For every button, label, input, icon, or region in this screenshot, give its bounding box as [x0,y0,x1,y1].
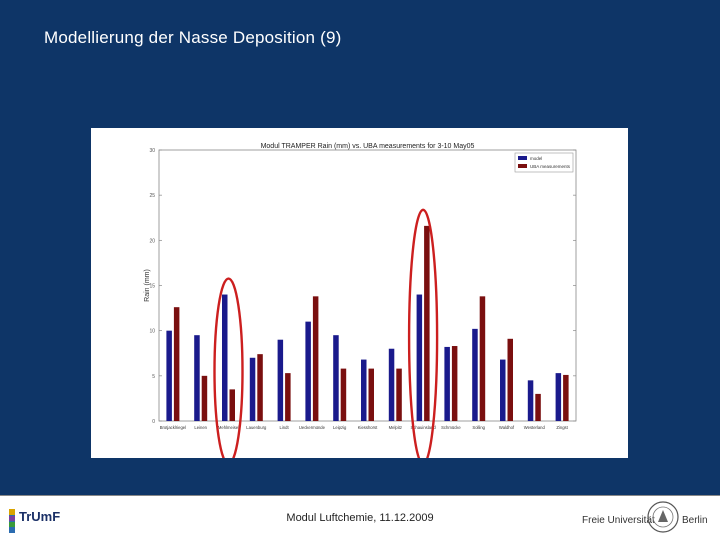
footer-divider [0,495,720,496]
footer: TrUmF Modul Luftchemie, 11.12.2009 Freie… [0,495,720,540]
bar-model [361,359,367,421]
bar-model [194,335,200,421]
fu-berlin-logo: Freie Universität Berlin [578,499,714,535]
bar-uba [535,393,541,421]
y-tick-label: 30 [149,148,155,154]
bar-model [222,294,228,421]
bar-model [416,294,423,421]
x-tick-label: Leipzig [333,425,347,430]
slide-background: Modellierung der Nasse Deposition (9) Mo… [0,0,720,495]
x-tick-label: Kiesshorst [358,425,378,430]
bar-uba [424,225,430,421]
x-tick-label: Leinen [194,425,207,430]
x-tick-label: Mehlmeisel [218,425,239,430]
bar-uba [563,374,569,421]
bar-uba [201,375,208,421]
bar-uba [451,346,458,421]
bar-model [166,330,172,421]
x-tick-label: Waldhof [499,425,515,430]
trumf-logo: TrUmF [6,499,88,535]
y-tick-label: 10 [149,329,155,335]
x-tick-label: Solling [472,425,485,430]
bar-uba [340,368,347,421]
legend-swatch [518,164,527,168]
footer-text: Modul Luftchemie, 11.12.2009 [286,512,434,524]
legend-swatch [518,156,527,160]
bar-model [555,373,562,421]
legend-label: UBA measurements [530,164,571,169]
slide-title: Modellierung der Nasse Deposition (9) [44,28,342,47]
chart-figure: Modul TRAMPER Rain (mm) vs. UBA measurem… [91,128,628,458]
university-seal-icon [647,501,679,533]
bar-model [249,357,256,421]
plot-area-frame [158,149,577,422]
x-tick-label: Schauinsland [411,425,437,430]
bar-model [305,321,311,421]
y-tick-label: 20 [149,238,155,244]
x-tick-label: Ueckermünde [299,425,326,430]
bar-model [472,328,478,421]
bar-chart: Modul TRAMPER Rain (mm) vs. UBA measurem… [144,143,577,458]
bar-model [500,359,506,421]
bar-uba [229,389,235,421]
x-tick-label: Westerland [524,425,546,430]
bar-uba [507,338,513,421]
bar-uba [312,296,319,421]
bar-uba [173,307,180,421]
y-tick-label: 15 [149,284,155,290]
bar-model [277,339,284,421]
y-tick-label: 25 [149,193,155,199]
trumf-logo-text: TrUmF [19,509,60,524]
legend-label: model [530,156,542,161]
bar-uba [396,368,402,421]
highlight-ellipse [213,277,244,458]
x-tick-label: Lauenburg [246,425,267,430]
bar-uba [257,354,263,421]
x-tick-label: Zingst [556,425,568,430]
x-tick-label: Lindt [280,425,290,430]
fu-logo-text-right: Berlin [682,515,708,526]
bar-model [527,380,534,421]
bar-uba [368,368,374,421]
bar-model [333,335,339,421]
x-tick-label: Schmücke [441,425,461,430]
x-tick-label: Brotjacklriegel [160,425,186,430]
highlight-ellipse [407,208,439,458]
bar-model [444,346,450,421]
bar-model [388,348,395,421]
y-tick-label: 0 [152,419,155,425]
legend-box [514,152,574,173]
fu-logo-text-left: Freie Universität [582,515,655,526]
chart-title: Modul TRAMPER Rain (mm) vs. UBA measurem… [261,143,475,150]
x-tick-label: Melpitz [389,425,402,430]
bar-uba [285,373,291,421]
bar-uba [479,296,486,421]
y-tick-label: 5 [152,374,155,380]
y-axis-label: Rain (mm) [144,269,151,302]
